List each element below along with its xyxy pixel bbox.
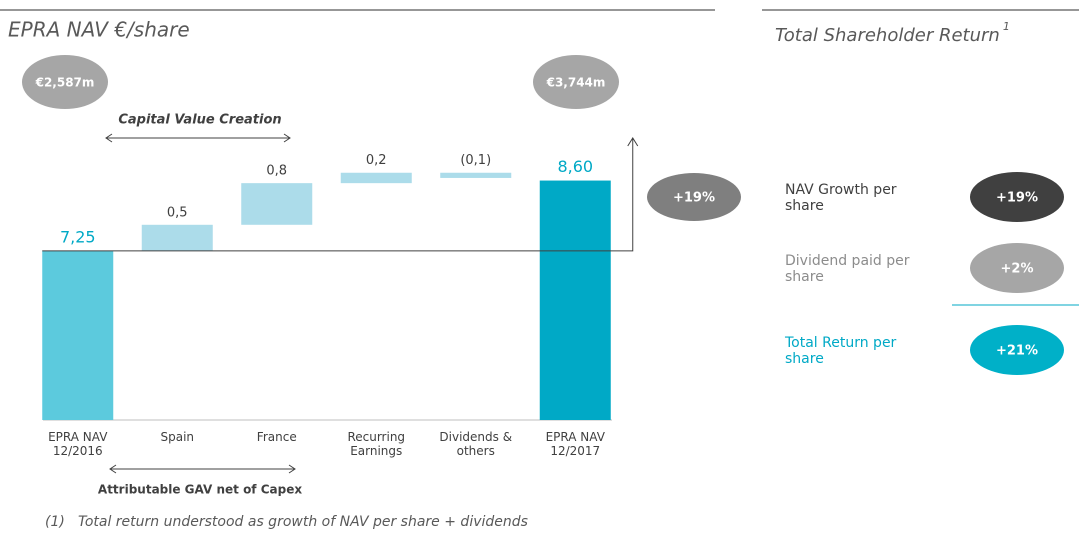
bubble-label: €2,587m	[35, 76, 95, 90]
bubble-label: +2%	[1001, 262, 1034, 277]
panel-title-text: Total Shareholder Return	[775, 25, 1000, 46]
bar	[440, 172, 512, 178]
bubble-label: +19%	[673, 191, 715, 206]
footnote-marker: (1)	[45, 514, 65, 530]
value-label: 0,2	[366, 153, 387, 168]
value-label: 0,5	[167, 205, 188, 220]
x-tick-label: Spain	[160, 430, 195, 444]
panel-title-note: 1	[1003, 20, 1010, 33]
bar	[539, 180, 611, 420]
arrow	[105, 133, 296, 474]
row-label: NAV Growth per share	[785, 182, 897, 214]
chart-title: EPRA NAV €/share	[8, 18, 190, 42]
bubble	[647, 173, 741, 221]
panel-title: Total Shareholder Return 1	[775, 20, 1010, 46]
bubble	[970, 243, 1064, 293]
bar	[340, 172, 412, 184]
annotation: Capital Value Creation	[118, 113, 281, 128]
bubble-label: €3,744m	[546, 76, 606, 90]
bubble-label: +19%	[996, 191, 1038, 206]
row-label: Dividend paid per share	[785, 253, 910, 285]
x-tick-label: France	[256, 430, 297, 444]
row-label: Total Return per share	[785, 335, 897, 367]
bubble-label: +21%	[996, 344, 1038, 359]
bar	[42, 250, 114, 420]
value-label: 0,8	[266, 164, 287, 179]
x-tick-label: Dividends & others	[439, 430, 513, 458]
value-label: 8,60	[557, 157, 593, 176]
value-label: 7,25	[60, 227, 96, 246]
footnote: Total return understood as growth of NAV…	[78, 514, 528, 530]
bubble	[970, 172, 1064, 222]
level-arrow	[42, 137, 639, 252]
bar	[241, 183, 313, 225]
annotation: Attributable GAV net of Capex	[98, 483, 302, 497]
bubble	[970, 325, 1064, 375]
x-tick-label: EPRA NAV 12/2017	[545, 430, 605, 458]
bubble	[533, 55, 619, 109]
value-label: (0,1)	[460, 153, 491, 168]
bubble	[22, 55, 108, 109]
bar	[141, 224, 213, 251]
x-tick-label: EPRA NAV 12/2016	[48, 430, 108, 458]
x-tick-label: Recurring Earnings	[347, 430, 406, 458]
